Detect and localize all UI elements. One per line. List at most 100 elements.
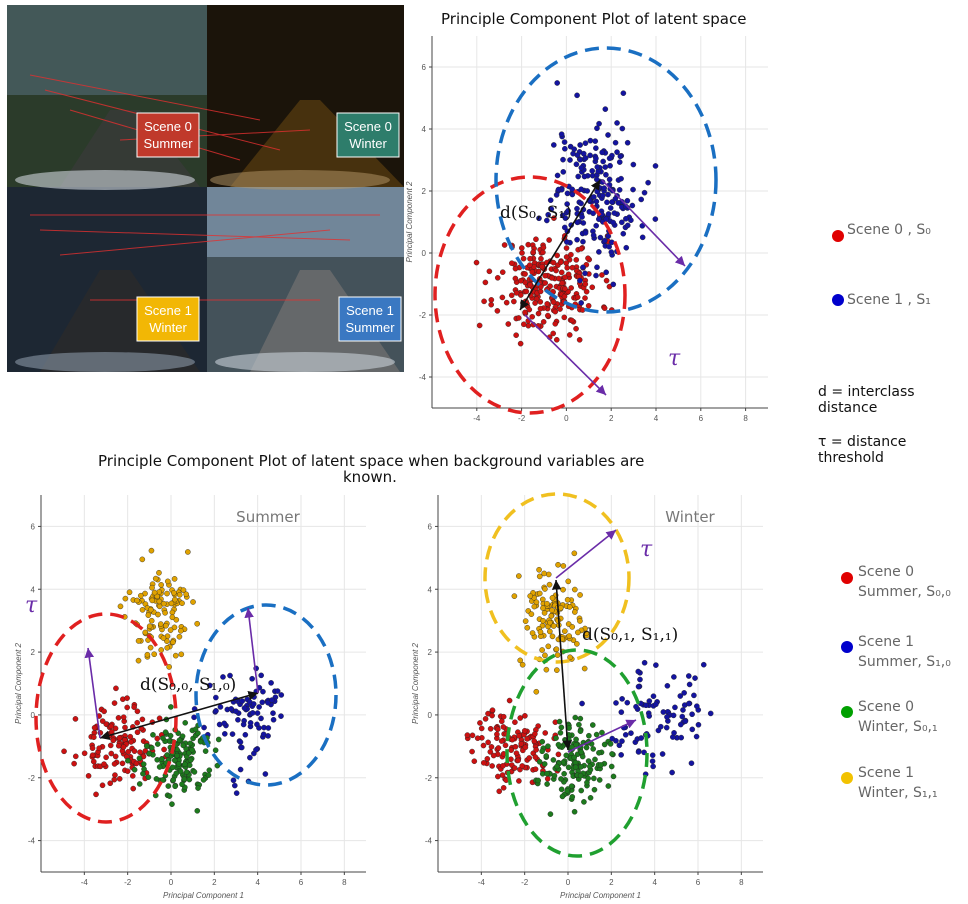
point-1-170: [569, 186, 575, 193]
bottom-title-line2: known.: [343, 468, 397, 486]
point-3-91: [170, 639, 176, 645]
x-tick-label-3: 2: [609, 878, 614, 887]
point-2-139: [189, 747, 195, 753]
point-1-91: [574, 205, 580, 212]
point-2-104: [556, 718, 563, 725]
point-1-75: [254, 710, 261, 716]
point-2-120: [168, 704, 174, 710]
point-0-109: [532, 731, 538, 737]
point-3-37: [554, 652, 561, 658]
point-2-141: [568, 783, 575, 789]
point-3-105: [158, 647, 164, 653]
point-1-38: [686, 681, 693, 688]
x-tick-label-5: 6: [299, 878, 304, 887]
point-1-50: [256, 704, 262, 710]
point-2-134: [166, 793, 173, 799]
point-1-130: [610, 281, 617, 288]
point-2-53: [153, 776, 160, 782]
point-0-64: [502, 742, 509, 749]
legend-top-marker-1: [832, 294, 844, 306]
point-3-46: [172, 652, 179, 659]
point-3-72: [173, 616, 180, 623]
point-3-119: [142, 629, 149, 636]
point-1-48: [623, 215, 629, 222]
x-tick-label-3: 2: [212, 878, 217, 887]
point-1-80: [695, 721, 702, 728]
point-1-122: [579, 214, 585, 220]
point-3-89: [537, 629, 544, 635]
point-1-35: [649, 758, 656, 764]
point-1-12: [639, 223, 646, 229]
point-2-122: [572, 759, 579, 766]
point-2-82: [131, 766, 138, 773]
point-0-51: [134, 729, 141, 736]
point-0-122: [521, 727, 528, 734]
point-0-105: [556, 275, 562, 282]
point-2-38: [215, 736, 222, 743]
point-3-40: [178, 651, 185, 658]
point-3-96: [549, 595, 556, 601]
point-0-12: [489, 712, 495, 719]
point-2-132: [610, 773, 617, 780]
point-2-115: [583, 744, 590, 751]
point-1-25: [630, 161, 637, 168]
point-0-192: [532, 300, 538, 306]
point-1-194: [602, 237, 608, 244]
point-3-15: [542, 652, 548, 659]
point-1-210: [611, 210, 618, 216]
point-2-138: [561, 770, 567, 777]
point-3-114: [156, 569, 162, 576]
photo-label-text-2-b: Winter: [149, 320, 187, 335]
y-tick-label-3: 2: [428, 648, 433, 657]
point-3-97: [171, 576, 178, 582]
point-0-235: [526, 262, 533, 268]
point-0-23: [508, 292, 515, 299]
point-2-137: [174, 752, 180, 759]
point-1-83: [250, 701, 257, 707]
point-1-98: [589, 168, 596, 174]
point-1-61: [265, 725, 272, 731]
point-0-135: [523, 288, 530, 295]
point-0-102: [124, 695, 130, 701]
point-0-234: [542, 272, 548, 279]
point-1-65: [579, 700, 585, 707]
point-2-140: [187, 757, 194, 763]
point-2-46: [578, 787, 585, 794]
point-1-126: [578, 186, 585, 193]
x-tick-label-5: 6: [699, 414, 704, 423]
distance-arrow-0: [551, 579, 573, 751]
point-1-102: [577, 156, 583, 163]
point-0-39: [522, 713, 528, 719]
x-tick-label-5: 6: [696, 878, 701, 887]
point-0-86: [111, 761, 118, 767]
point-1-17: [574, 92, 580, 99]
point-1-8: [587, 137, 594, 144]
point-1-80: [578, 200, 584, 207]
distance-arrow-1: [555, 529, 617, 579]
point-0-240: [530, 249, 536, 256]
point-1-213: [553, 192, 560, 198]
point-0-165: [558, 269, 565, 276]
point-0-111: [488, 301, 494, 308]
legend-top-label-0: Scene 0 , S₀: [847, 222, 931, 238]
point-0-148: [521, 321, 527, 328]
point-0-71: [484, 756, 491, 762]
point-2-91: [539, 748, 545, 755]
point-1-18: [700, 661, 707, 668]
point-0-133: [540, 249, 546, 256]
point-1-10: [646, 698, 653, 704]
point-0-194: [525, 241, 532, 248]
point-3-39: [163, 622, 169, 629]
point-0-16: [107, 742, 114, 749]
point-3-45: [164, 590, 170, 597]
point-3-65: [564, 596, 571, 603]
point-2-116: [576, 721, 582, 728]
point-2-64: [149, 744, 155, 751]
point-1-66: [274, 688, 281, 694]
point-2-131: [169, 764, 176, 771]
point-3-30: [126, 589, 133, 596]
point-2-147: [186, 762, 193, 768]
point-0-191: [589, 284, 596, 291]
distance-annotation: d(S₀,₁, S₁,₁): [582, 625, 678, 645]
legend-bottom-2-line2: Winter, S₀,₁: [858, 719, 938, 735]
